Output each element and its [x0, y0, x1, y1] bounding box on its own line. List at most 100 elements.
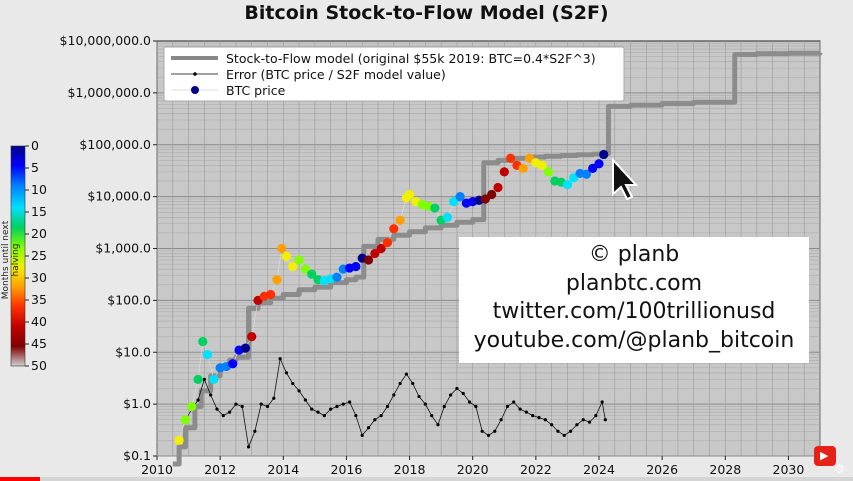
error-point: [215, 407, 219, 411]
btc-price-point: [562, 180, 573, 190]
legend-error-label: Error (BTC price / S2F model value): [226, 67, 446, 82]
error-point: [379, 414, 383, 418]
error-point: [259, 402, 263, 406]
watermark-line-3: twitter.com/100trillionusd: [492, 299, 776, 324]
btc-price-point: [404, 189, 415, 200]
btc-price-point: [442, 212, 453, 222]
btc-price-point: [281, 251, 292, 262]
error-point: [449, 393, 453, 397]
error-point: [385, 404, 390, 409]
btc-price-point: [370, 248, 380, 259]
x-tick-label: 2012: [204, 462, 236, 477]
y-tick-label: $1.0: [123, 396, 151, 411]
error-point: [461, 391, 465, 396]
x-tick-label: 2010: [141, 462, 173, 477]
btc-price-point: [247, 332, 257, 342]
btc-price-point: [266, 289, 276, 300]
youtube-subscribe-icon[interactable]: ▶: [814, 446, 836, 466]
btc-price-point: [228, 359, 238, 369]
colorbar-tick-label: 5: [31, 160, 39, 175]
legend-price-marker: [191, 86, 199, 94]
colorbar-tick-label: 10: [31, 182, 47, 197]
btc-price-point: [209, 374, 219, 384]
legend: Stock-to-Flow model (original $55k 2019:…: [163, 46, 625, 102]
error-point: [486, 433, 491, 437]
error-point: [575, 423, 579, 427]
colorbar-tick-label: 15: [31, 204, 47, 219]
btc-price-point: [294, 255, 304, 265]
error-point: [360, 433, 364, 437]
btc-price-point: [202, 350, 213, 360]
error-point: [322, 414, 326, 418]
colorbar-tick-label: 45: [31, 336, 47, 351]
error-point: [278, 357, 282, 361]
legend-s2f-label: Stock-to-Flow model (original $55k 2019:…: [226, 51, 596, 66]
colorbar-tick-label: 50: [31, 358, 47, 373]
error-point: [512, 400, 516, 404]
error-point: [316, 410, 320, 414]
error-point: [404, 372, 409, 376]
btc-price-point: [198, 337, 208, 347]
error-point: [467, 400, 472, 404]
error-point: [600, 400, 604, 404]
btc-price-point: [332, 272, 342, 282]
error-point: [442, 404, 446, 409]
colorbar-ticks: 0 5 10 15 20 25 30 35 40 45 50: [25, 138, 47, 373]
btc-price-series: [174, 149, 609, 445]
play-icon: ▶: [820, 449, 829, 462]
btc-price-point: [351, 261, 361, 272]
btc-price-point: [300, 264, 310, 274]
y-tick-label: $1,000,000.0: [68, 85, 152, 100]
video-progress-bar[interactable]: [0, 477, 853, 481]
error-point: [209, 393, 213, 397]
y-tick-label: $10.0: [115, 344, 151, 359]
x-tick-label: 2018: [394, 462, 426, 477]
colorbar-tick-label: 30: [31, 270, 47, 285]
btc-price-point: [455, 192, 465, 202]
error-point: [354, 414, 358, 418]
s2f-model-step-line: [172, 50, 823, 467]
y-tick-label: $100.0: [107, 292, 151, 307]
btc-price-point: [240, 343, 250, 353]
btc-price-point: [537, 160, 547, 170]
y-tick-label: $0.1: [123, 448, 151, 463]
x-tick-label: 2020: [457, 462, 489, 477]
btc-price-point: [594, 159, 604, 169]
error-point: [480, 429, 484, 433]
error-point: [297, 389, 301, 393]
btc-price-point: [543, 167, 554, 177]
error-point: [543, 418, 547, 422]
btc-price-point: [395, 215, 405, 225]
colorbar-label: Months until next halving: [1, 220, 21, 300]
colorbar-tick-label: 25: [31, 248, 47, 263]
y-tick-label: $10,000.0: [87, 189, 151, 204]
x-tick-label: 2014: [267, 462, 299, 477]
error-point: [603, 418, 607, 422]
error-point: [398, 381, 402, 386]
error-point: [196, 398, 200, 402]
error-point: [581, 418, 585, 422]
btc-price-point: [363, 255, 374, 265]
y-tick-label: $100,000.0: [79, 137, 151, 152]
btc-price-point: [180, 415, 191, 425]
error-point: [284, 371, 289, 375]
colorbar-tick-label: 20: [31, 226, 47, 241]
btc-price-point: [581, 169, 591, 179]
gear-icon[interactable]: ⚙: [834, 462, 845, 476]
error-point: [411, 381, 415, 386]
watermark-line-2: planbtc.com: [565, 270, 703, 296]
error-point: [303, 398, 307, 402]
error-point: [436, 423, 440, 427]
error-point: [505, 404, 510, 409]
error-point: [499, 418, 503, 422]
watermark-line-1: © planb: [588, 242, 680, 267]
btc-price-point: [430, 203, 440, 213]
error-point: [518, 407, 522, 411]
colorbar-tick-label: 35: [31, 292, 47, 307]
error-point: [240, 404, 244, 409]
error-point: [373, 418, 377, 422]
error-point: [253, 429, 257, 433]
y-axis: $0.1 $1.0 $10.0 $100.0 $1,000.0 $10,000.0 $100…: [60, 33, 157, 463]
error-point: [537, 415, 541, 420]
btc-price-point: [193, 374, 203, 384]
